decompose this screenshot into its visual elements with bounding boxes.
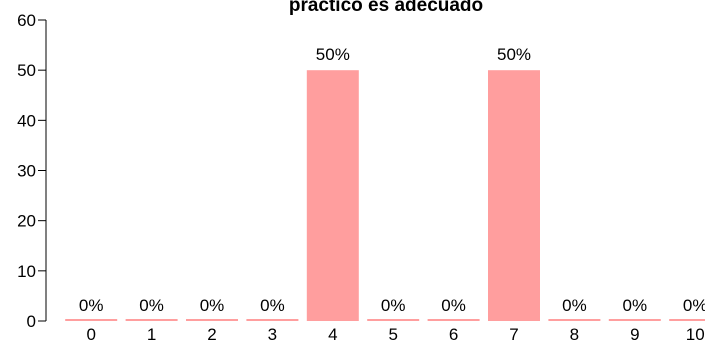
- x-tick-label-8: 8: [570, 325, 579, 343]
- bar-0: [65, 319, 118, 321]
- data-label-9: 0%: [623, 296, 648, 315]
- data-label-4: 50%: [316, 45, 350, 64]
- data-label-7: 50%: [497, 45, 531, 64]
- bar-9: [608, 319, 661, 321]
- y-tick-label: 50: [17, 61, 36, 80]
- data-label-3: 0%: [260, 296, 285, 315]
- x-tick-label-10: 10: [686, 325, 705, 343]
- x-tick-label-2: 2: [207, 325, 216, 343]
- y-tick-label: 0: [27, 312, 36, 331]
- x-tick-label-0: 0: [86, 325, 95, 343]
- y-tick-label: 60: [17, 11, 36, 30]
- bar-1: [125, 319, 178, 321]
- bar-7: [488, 70, 540, 321]
- x-tick-label-1: 1: [147, 325, 156, 343]
- x-tick-label-4: 4: [328, 325, 337, 343]
- x-tick-label-6: 6: [449, 325, 458, 343]
- bar-5: [367, 319, 420, 321]
- data-label-0: 0%: [79, 296, 104, 315]
- bar-4: [306, 70, 359, 321]
- x-axis: 0 1 2 3 4 5 6 7 8 9 10: [86, 325, 704, 343]
- bar-3: [246, 319, 299, 321]
- data-label-10: 0%: [683, 296, 705, 315]
- data-label-2: 0%: [200, 296, 225, 315]
- bar-6: [427, 319, 480, 321]
- data-label-8: 0%: [562, 296, 587, 315]
- y-tick-label: 10: [17, 262, 36, 281]
- data-labels-group: 0% 0% 0% 0% 50% 0% 0% 50% 0% 0% 0%: [79, 45, 705, 315]
- bar-8: [548, 319, 601, 321]
- x-tick-label-9: 9: [630, 325, 639, 343]
- data-label-5: 0%: [381, 296, 406, 315]
- data-label-1: 0%: [139, 296, 164, 315]
- bars-group: [65, 70, 705, 321]
- y-axis: 0 10 20 30 40 50 60: [17, 11, 47, 331]
- data-label-6: 0%: [441, 296, 466, 315]
- y-tick-label: 40: [17, 111, 36, 130]
- y-tick-label: 20: [17, 212, 36, 231]
- y-tick-label: 30: [17, 162, 36, 181]
- chart-title: práctico es adecuado: [289, 0, 483, 16]
- x-tick-label-7: 7: [509, 325, 518, 343]
- bar-10: [669, 319, 705, 321]
- bar-2: [186, 319, 238, 321]
- x-tick-label-5: 5: [388, 325, 397, 343]
- x-tick-label-3: 3: [268, 325, 277, 343]
